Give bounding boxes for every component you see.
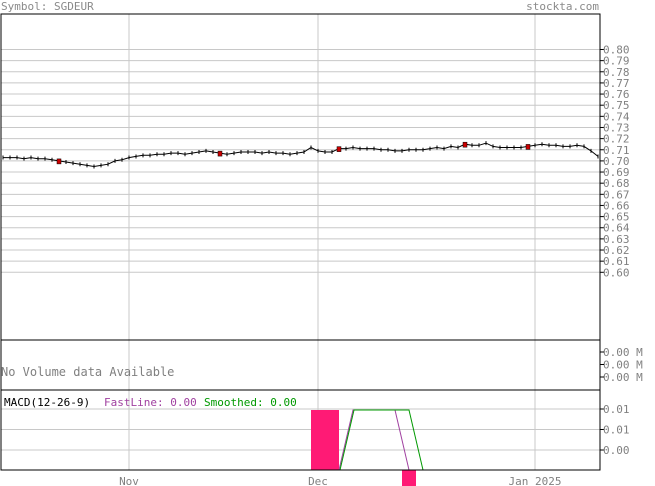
macd-fastline [338, 409, 410, 471]
down-candle [525, 144, 531, 150]
y-tick-label: 0.72 [603, 133, 630, 146]
y-tick-label: 0.69 [603, 166, 630, 179]
y-tick-label: 0.71 [603, 144, 630, 157]
y-tick-label: 0.65 [603, 211, 630, 224]
y-tick-label: 0.67 [603, 188, 630, 201]
price-panel: 0.800.790.780.770.760.750.740.730.720.71… [2, 44, 630, 279]
macd-y-label: 0.01 [603, 424, 630, 437]
y-tick-label: 0.61 [603, 255, 630, 268]
panel-border [0, 13, 601, 341]
y-tick-label: 0.78 [603, 66, 630, 79]
macd-title: MACD(12-26-9) [4, 396, 90, 409]
panel-frame [0, 13, 601, 341]
brand-label[interactable]: stockta.com [526, 0, 599, 13]
macd-histogram-bar [311, 410, 339, 470]
volume-y-label: 0.00 M [603, 359, 643, 372]
y-tick-label: 0.60 [603, 266, 630, 279]
grid-layer [0, 13, 604, 471]
y-tick-label: 0.76 [603, 88, 630, 101]
down-candle [217, 150, 223, 157]
y-tick-label: 0.68 [603, 177, 630, 190]
down-candle [336, 146, 342, 152]
down-candle [56, 158, 62, 165]
y-tick-label: 0.73 [603, 121, 630, 134]
macd-legend-fastline: FastLine: 0.00 [104, 396, 197, 409]
panel-border [0, 389, 601, 471]
y-tick-label: 0.80 [603, 44, 630, 57]
price-line [3, 142, 599, 168]
macd-panel: 0.01 0.01 0.00 MACD(12-26-9) FastLine: 0.00 S… [1, 396, 630, 486]
macd-legend-smoothed: Smoothed: 0.00 [204, 396, 297, 409]
down-candle [462, 141, 468, 148]
y-tick-label: 0.62 [603, 244, 630, 257]
y-tick-label: 0.63 [603, 233, 630, 246]
x-tick-label: Nov [119, 475, 139, 486]
macd-y-label: 0.01 [603, 403, 630, 416]
x-tick-label: Jan 2025 [509, 475, 562, 486]
y-tick-label: 0.66 [603, 199, 630, 212]
y-tick-label: 0.70 [603, 155, 630, 168]
macd-histogram-bar [402, 470, 416, 486]
y-tick-label: 0.74 [603, 110, 630, 123]
y-tick-label: 0.75 [603, 99, 630, 112]
x-tick-label: Dec [308, 475, 328, 486]
y-tick-label: 0.77 [603, 77, 630, 90]
y-tick-label: 0.79 [603, 55, 630, 68]
macd-y-label: 0.00 [603, 444, 630, 457]
macd-smoothed-line [339, 409, 424, 471]
y-tick-label: 0.64 [603, 222, 630, 235]
symbol-label: Symbol: SGDEUR [1, 0, 94, 13]
volume-y-label: 0.00 M [603, 371, 643, 384]
volume-title: No Volume data Available [1, 365, 174, 379]
volume-y-label: 0.00 M [603, 346, 643, 359]
